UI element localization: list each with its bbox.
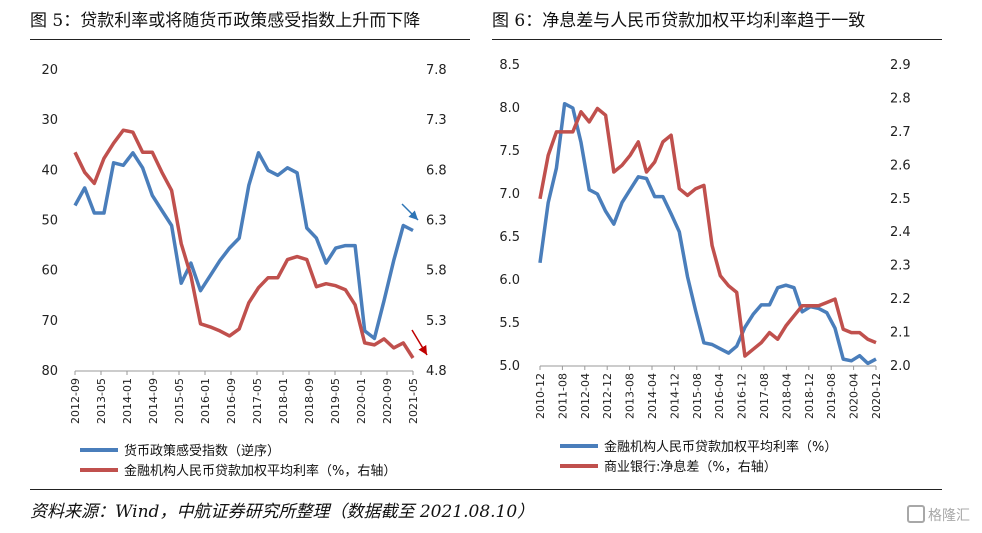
right-x-tick-label: 2012-12 xyxy=(601,373,614,419)
title-rule-right xyxy=(492,39,942,40)
left-y-left-tick-label: 70 xyxy=(41,314,58,329)
right-y-right-tick-label: 2.0 xyxy=(890,359,911,374)
source-footnote: 资料来源：Wind，中航证券研究所整理（数据截至 2021.08.10） xyxy=(30,502,535,522)
right-y-left-tick-label: 8.0 xyxy=(499,101,520,116)
watermark-logo-icon xyxy=(907,505,925,523)
right-x-tick-label: 2016-12 xyxy=(736,373,749,419)
left-y-right-tick-label: 4.8 xyxy=(426,364,447,379)
left-x-tick-label: 2014-01 xyxy=(121,378,134,424)
right-x-tick-label: 2013-08 xyxy=(624,373,637,419)
right-x-tick-label: 2019-08 xyxy=(825,373,838,419)
left-legend-label-1: 货币政策感受指数（逆序） xyxy=(124,443,280,459)
left-y-left-tick-label: 50 xyxy=(41,214,58,229)
left-y-left-tick-label: 40 xyxy=(41,163,58,178)
right-chart-title: 图 6：净息差与人民币贷款加权平均利率趋于一致 xyxy=(492,11,866,31)
left-chart-title: 图 5：贷款利率或将随货币政策感受指数上升而下降 xyxy=(30,11,421,31)
left-y-right-tick-label: 6.3 xyxy=(426,214,447,229)
right-x-tick-label: 2020-12 xyxy=(870,373,883,419)
footer-rule xyxy=(30,489,942,490)
right-y-right-tick-label: 2.8 xyxy=(890,91,911,106)
right-x-tick-label: 2018-04 xyxy=(780,373,793,419)
right-y-left-tick-label: 7.0 xyxy=(499,187,520,202)
right-y-right-tick-label: 2.5 xyxy=(890,192,911,207)
left-y-left-tick-label: 20 xyxy=(41,63,58,78)
right-series-line-1 xyxy=(538,101,877,366)
left-series-line-1 xyxy=(73,151,414,341)
left-y-left-tick-label: 80 xyxy=(41,364,58,379)
title-rule-left xyxy=(30,39,470,40)
left-y-right-tick-label: 6.8 xyxy=(426,163,447,178)
left-x-tick-label: 2015-05 xyxy=(173,378,186,424)
left-y-left-tick-label: 30 xyxy=(41,113,58,128)
right-y-left-tick-label: 5.0 xyxy=(499,359,520,374)
right-y-right-tick-label: 2.2 xyxy=(890,292,911,307)
right-series-line-2 xyxy=(538,106,877,358)
right-y-left-tick-label: 6.0 xyxy=(499,273,520,288)
left-x-tick-label: 2017-05 xyxy=(251,378,264,424)
left-legend-label-2: 金融机构人民币贷款加权平均利率（%，右轴） xyxy=(124,463,396,479)
left-chart: 20 30 40 50 60 70 80 4.8 5.3 5.8 6.3 6.8 7.3 7.8 2012-… xyxy=(41,63,446,479)
left-series-line-2 xyxy=(73,128,415,359)
left-x-tick-label: 2012-09 xyxy=(69,378,82,424)
right-x-tick-label: 2011-08 xyxy=(556,373,569,419)
right-x-tick-label: 2014-12 xyxy=(668,373,681,419)
right-y-right-tick-label: 2.7 xyxy=(890,125,911,140)
right-x-tick-label: 2020-04 xyxy=(848,373,861,419)
left-x-tick-label: 2020-09 xyxy=(381,378,394,424)
left-x-tick-label: 2019-05 xyxy=(329,378,342,424)
right-y-right-tick-label: 2.1 xyxy=(890,326,911,341)
right-x-tick-label: 2015-08 xyxy=(691,373,704,419)
left-y-right-tick-label: 5.3 xyxy=(426,314,447,329)
right-y-left-tick-label: 7.5 xyxy=(499,144,520,159)
left-y-right-tick-label: 5.8 xyxy=(426,264,447,279)
left-x-tick-label: 2014-09 xyxy=(147,378,160,424)
left-chart-down-arrow-red xyxy=(411,329,428,356)
right-y-right-tick-label: 2.4 xyxy=(890,225,911,240)
right-legend-label-1: 金融机构人民币贷款加权平均利率（%） xyxy=(604,439,837,455)
right-x-tick-label: 2010-12 xyxy=(534,373,547,419)
right-y-left-tick-label: 5.5 xyxy=(499,316,520,331)
right-legend-label-2: 商业银行:净息差（%，右轴） xyxy=(604,459,777,475)
watermark-text: 格隆汇 xyxy=(928,508,970,524)
right-x-tick-label: 2014-04 xyxy=(646,373,659,419)
right-x-tick-label: 2017-08 xyxy=(758,373,771,419)
left-x-tick-label: 2018-01 xyxy=(277,378,290,424)
left-x-tick-label: 2020-01 xyxy=(355,378,368,424)
right-y-right-tick-label: 2.6 xyxy=(890,158,911,173)
left-x-tick-label: 2018-09 xyxy=(303,378,316,424)
left-x-tick-label: 2016-01 xyxy=(199,378,212,424)
right-x-tick-label: 2018-12 xyxy=(803,373,816,419)
left-chart-down-arrow-blue xyxy=(401,203,419,221)
right-chart: 5.0 5.5 6.0 6.5 7.0 7.5 8.0 8.5 2.0 2.1 2.2 2.3 2.4 2… xyxy=(499,58,910,475)
left-y-right-tick-label: 7.8 xyxy=(426,63,447,78)
left-y-left-tick-label: 60 xyxy=(41,264,58,279)
left-y-right-tick-label: 7.3 xyxy=(426,113,447,128)
right-x-tick-label: 2016-04 xyxy=(713,373,726,419)
right-y-right-tick-label: 2.9 xyxy=(890,58,911,73)
right-y-right-tick-label: 2.3 xyxy=(890,259,911,274)
right-y-left-tick-label: 8.5 xyxy=(499,58,520,73)
left-x-tick-label: 2013-05 xyxy=(95,378,108,424)
watermark: 格隆汇 xyxy=(907,505,970,525)
right-y-left-tick-label: 6.5 xyxy=(499,230,520,245)
left-x-tick-label: 2016-09 xyxy=(225,378,238,424)
left-x-tick-label: 2021-05 xyxy=(407,378,420,424)
right-x-tick-label: 2012-04 xyxy=(579,373,592,419)
